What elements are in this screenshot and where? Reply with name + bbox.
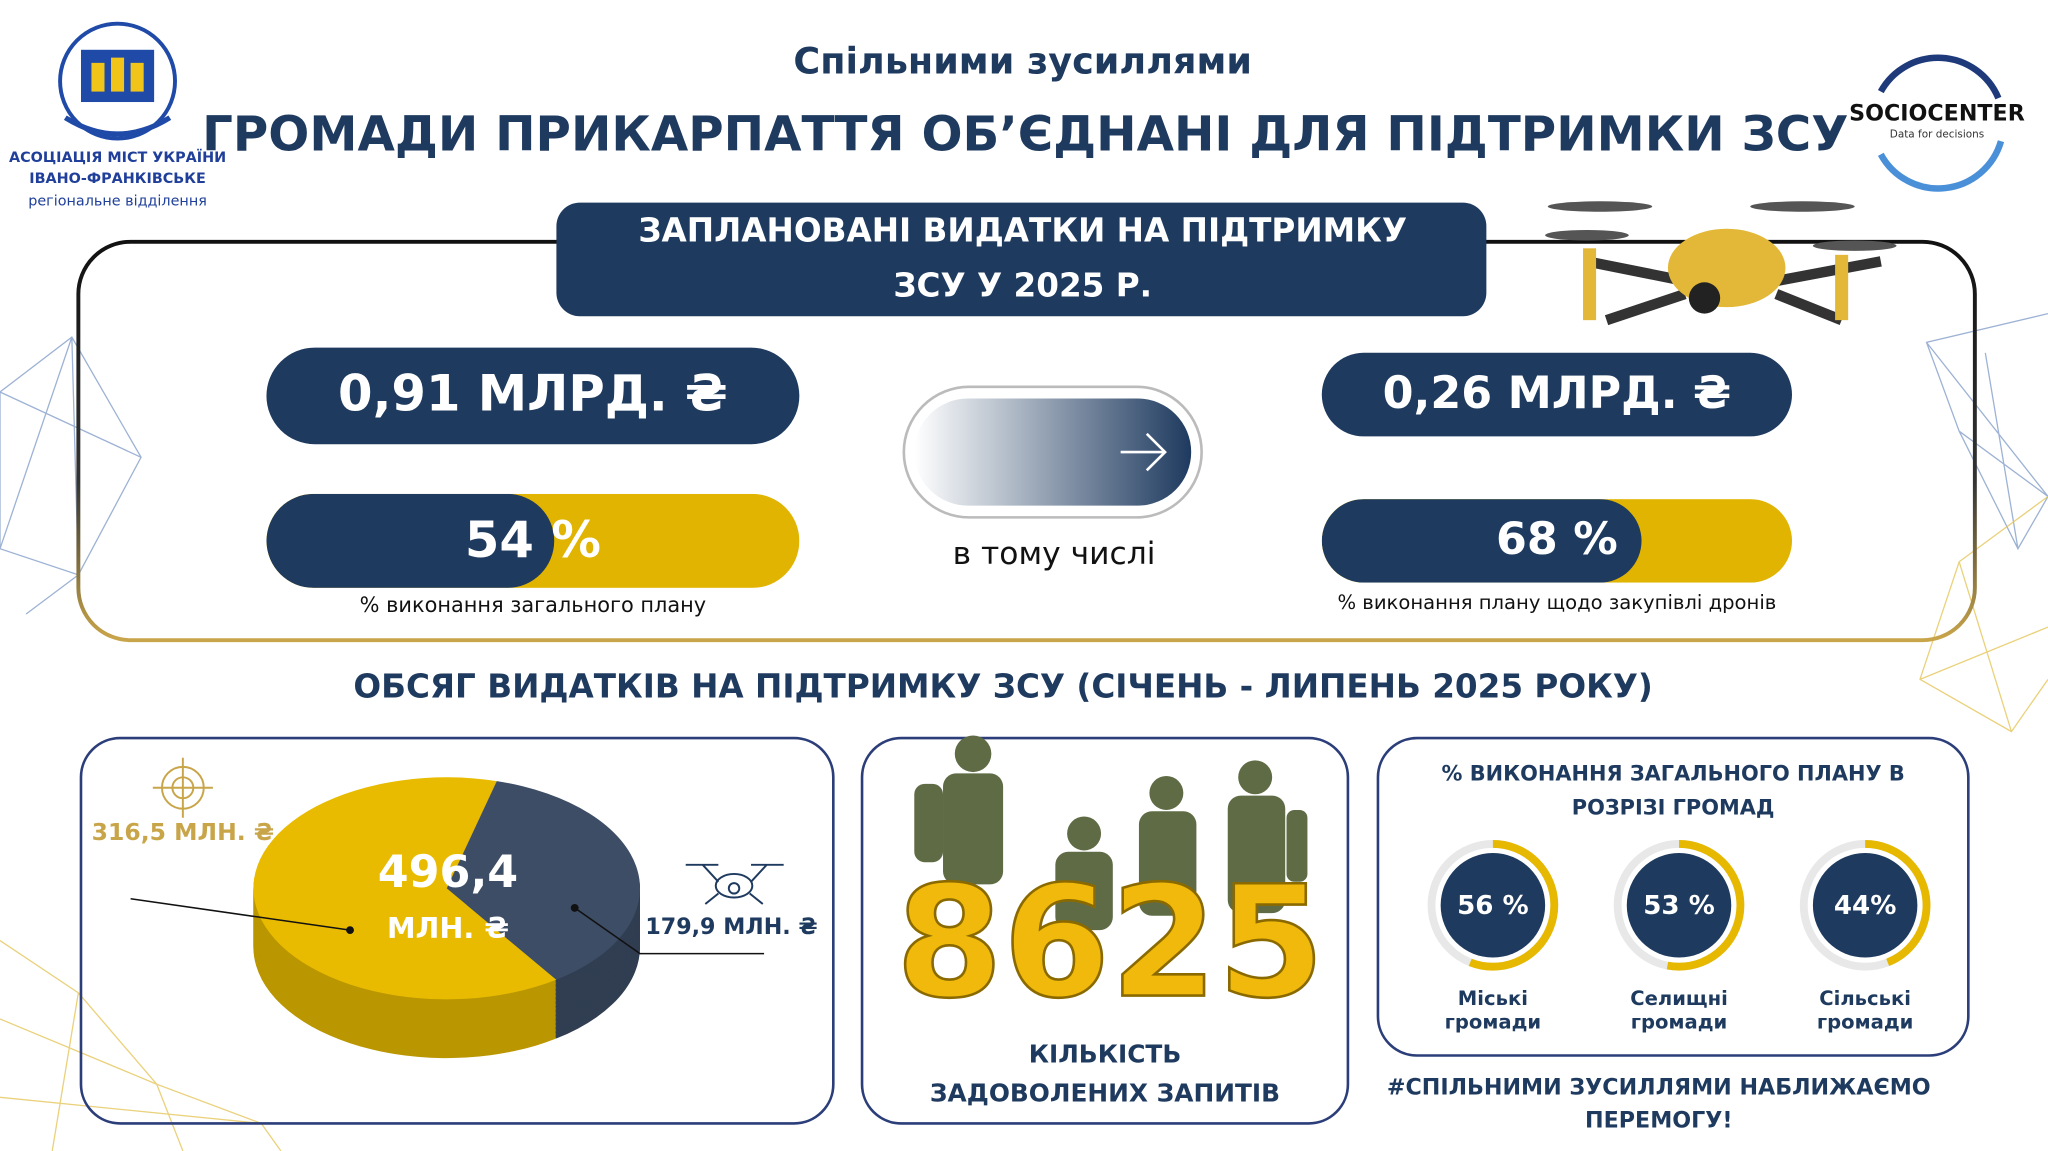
leader-dot <box>346 926 354 935</box>
section-title: ЗСУ У 2025 Р. <box>893 266 1152 304</box>
soldiers-image <box>914 735 1308 931</box>
subtitle: Спільними зусиллями <box>793 39 1252 82</box>
panel <box>860 736 1350 1125</box>
caption: КІЛЬКІСТЬ <box>1029 1040 1182 1069</box>
arrow-icon <box>1120 432 1167 472</box>
caption: ЗАДОВОЛЕНИХ ЗАПИТІВ <box>930 1079 1280 1108</box>
footer: ПЕРЕМОГУ! <box>1585 1107 1732 1133</box>
pie-total: 496,4 <box>378 847 518 898</box>
progress-bar <box>266 493 800 588</box>
pie-slice <box>446 781 640 980</box>
gauge-name: громади <box>1631 1010 1727 1033</box>
panel-title: % ВИКОНАННЯ ЗАГАЛЬНОГО ПЛАНУ В <box>1442 762 1905 786</box>
drone-icon <box>685 863 784 905</box>
gauge-name: громади <box>1445 1010 1541 1033</box>
pie-slice <box>253 777 557 1000</box>
logo-tagline: Data for decisions <box>1890 129 1984 141</box>
gauge-arc <box>1613 839 1745 971</box>
pie-label: 316,5 МЛН. ₴ <box>92 818 274 846</box>
progress-fill <box>266 493 555 588</box>
progress-label: 68 % <box>1496 514 1618 565</box>
panel-title: РОЗРІЗІ ГРОМАД <box>1572 796 1775 820</box>
logo-text: ІВАНО-ФРАНКІВСЬКЕ <box>29 171 206 187</box>
logo-text: АСОЦІАЦІЯ МІСТ УКРАЇНИ <box>9 149 226 166</box>
gauge-center <box>1440 853 1546 958</box>
decoration <box>0 312 2048 615</box>
caption: % виконання плану щодо закупівлі дронів <box>1337 591 1776 614</box>
gauge-label: 53 % <box>1643 891 1715 921</box>
pie-chart <box>253 777 641 1059</box>
section-title: ОБСЯГ ВИДАТКІВ НА ПІДТРИМКУ ЗСУ (СІЧЕНЬ … <box>353 667 1653 705</box>
drone-image <box>1545 201 1897 326</box>
target-icon <box>152 757 213 818</box>
progress-bar <box>1321 499 1792 583</box>
title: ГРОМАДИ ПРИКАРПАТТЯ ОБ’ЄДНАНІ ДЛЯ ПІДТРИ… <box>202 106 1848 162</box>
logo-name: SOCIOCENTER <box>1849 100 2025 126</box>
gauge-label: 44% <box>1834 891 1897 921</box>
logo-left <box>58 21 177 141</box>
pie-total-unit: МЛН. ₴ <box>387 911 509 945</box>
decoration <box>0 495 2048 1151</box>
link-text: в тому числі <box>953 536 1156 572</box>
section-title: ЗАПЛАНОВАНІ ВИДАТКИ НА ПІДТРИМКУ <box>638 212 1407 250</box>
amount-pill <box>1321 352 1792 437</box>
footer: #СПІЛЬНИМИ ЗУСИЛЛЯМИ НАБЛИЖАЄМО <box>1387 1075 1931 1101</box>
panel <box>79 736 835 1125</box>
progress-fill <box>1321 499 1642 583</box>
gauge-arc <box>1427 839 1559 971</box>
logo-text: регіональне відділення <box>28 193 207 209</box>
gauge-name: Сільські <box>1819 987 1911 1010</box>
gauge-arc <box>1799 839 1931 971</box>
caption: % виконання загального плану <box>360 593 707 617</box>
gauge-center <box>1626 853 1732 958</box>
panel <box>1376 736 1970 1057</box>
pie-label: 179,9 МЛН. ₴ <box>645 914 817 940</box>
gauge-label: 56 % <box>1457 891 1529 921</box>
amount: 0,26 МЛРД. ₴ <box>1383 368 1732 419</box>
leader-line <box>130 897 351 931</box>
arrow-fill <box>914 398 1192 506</box>
logo-right <box>1877 54 2005 192</box>
gauge-name: громади <box>1817 1010 1913 1033</box>
amount: 0,91 МЛРД. ₴ <box>338 365 728 423</box>
gauge-name: Селищні <box>1630 987 1728 1010</box>
leader-dot <box>570 903 579 912</box>
gauge-center <box>1812 853 1918 958</box>
progress-label: 54 % <box>465 511 601 569</box>
amount-pill <box>266 347 800 445</box>
leader-line <box>574 907 765 955</box>
request-count: 8625 <box>896 854 1325 1033</box>
section-box <box>556 202 1487 317</box>
gauge-name: Міські <box>1458 987 1528 1010</box>
